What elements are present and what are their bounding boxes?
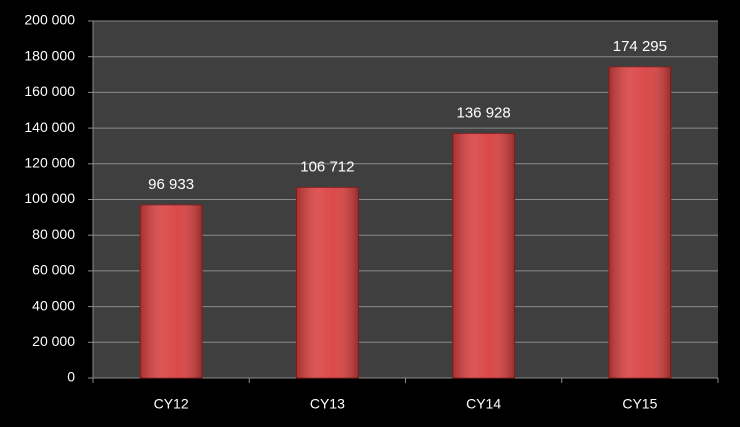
y-tick-label: 40 000 [32, 297, 75, 313]
bar-shade [296, 187, 359, 378]
bar-shade [452, 133, 515, 378]
x-tick-label: CY13 [310, 396, 345, 412]
y-tick-label: 140 000 [24, 119, 75, 135]
y-tick-label: 160 000 [24, 83, 75, 99]
bar-shade [140, 204, 203, 378]
bar-shade [608, 66, 671, 378]
data-label: 96 933 [148, 176, 194, 193]
data-label: 136 928 [457, 105, 511, 122]
data-label: 106 712 [300, 158, 354, 175]
y-tick-label: 120 000 [24, 155, 75, 171]
data-label: 174 295 [613, 38, 667, 55]
x-tick-label: CY15 [622, 396, 657, 412]
y-tick-label: 60 000 [32, 262, 75, 278]
y-tick-label: 100 000 [24, 190, 75, 206]
y-tick-label: 20 000 [32, 333, 75, 349]
y-tick-label: 0 [67, 369, 75, 385]
y-tick-label: 80 000 [32, 226, 75, 242]
y-tick-label: 180 000 [24, 47, 75, 63]
y-tick-label: 200 000 [24, 12, 75, 28]
x-tick-label: CY12 [154, 396, 189, 412]
x-tick-label: CY14 [466, 396, 501, 412]
